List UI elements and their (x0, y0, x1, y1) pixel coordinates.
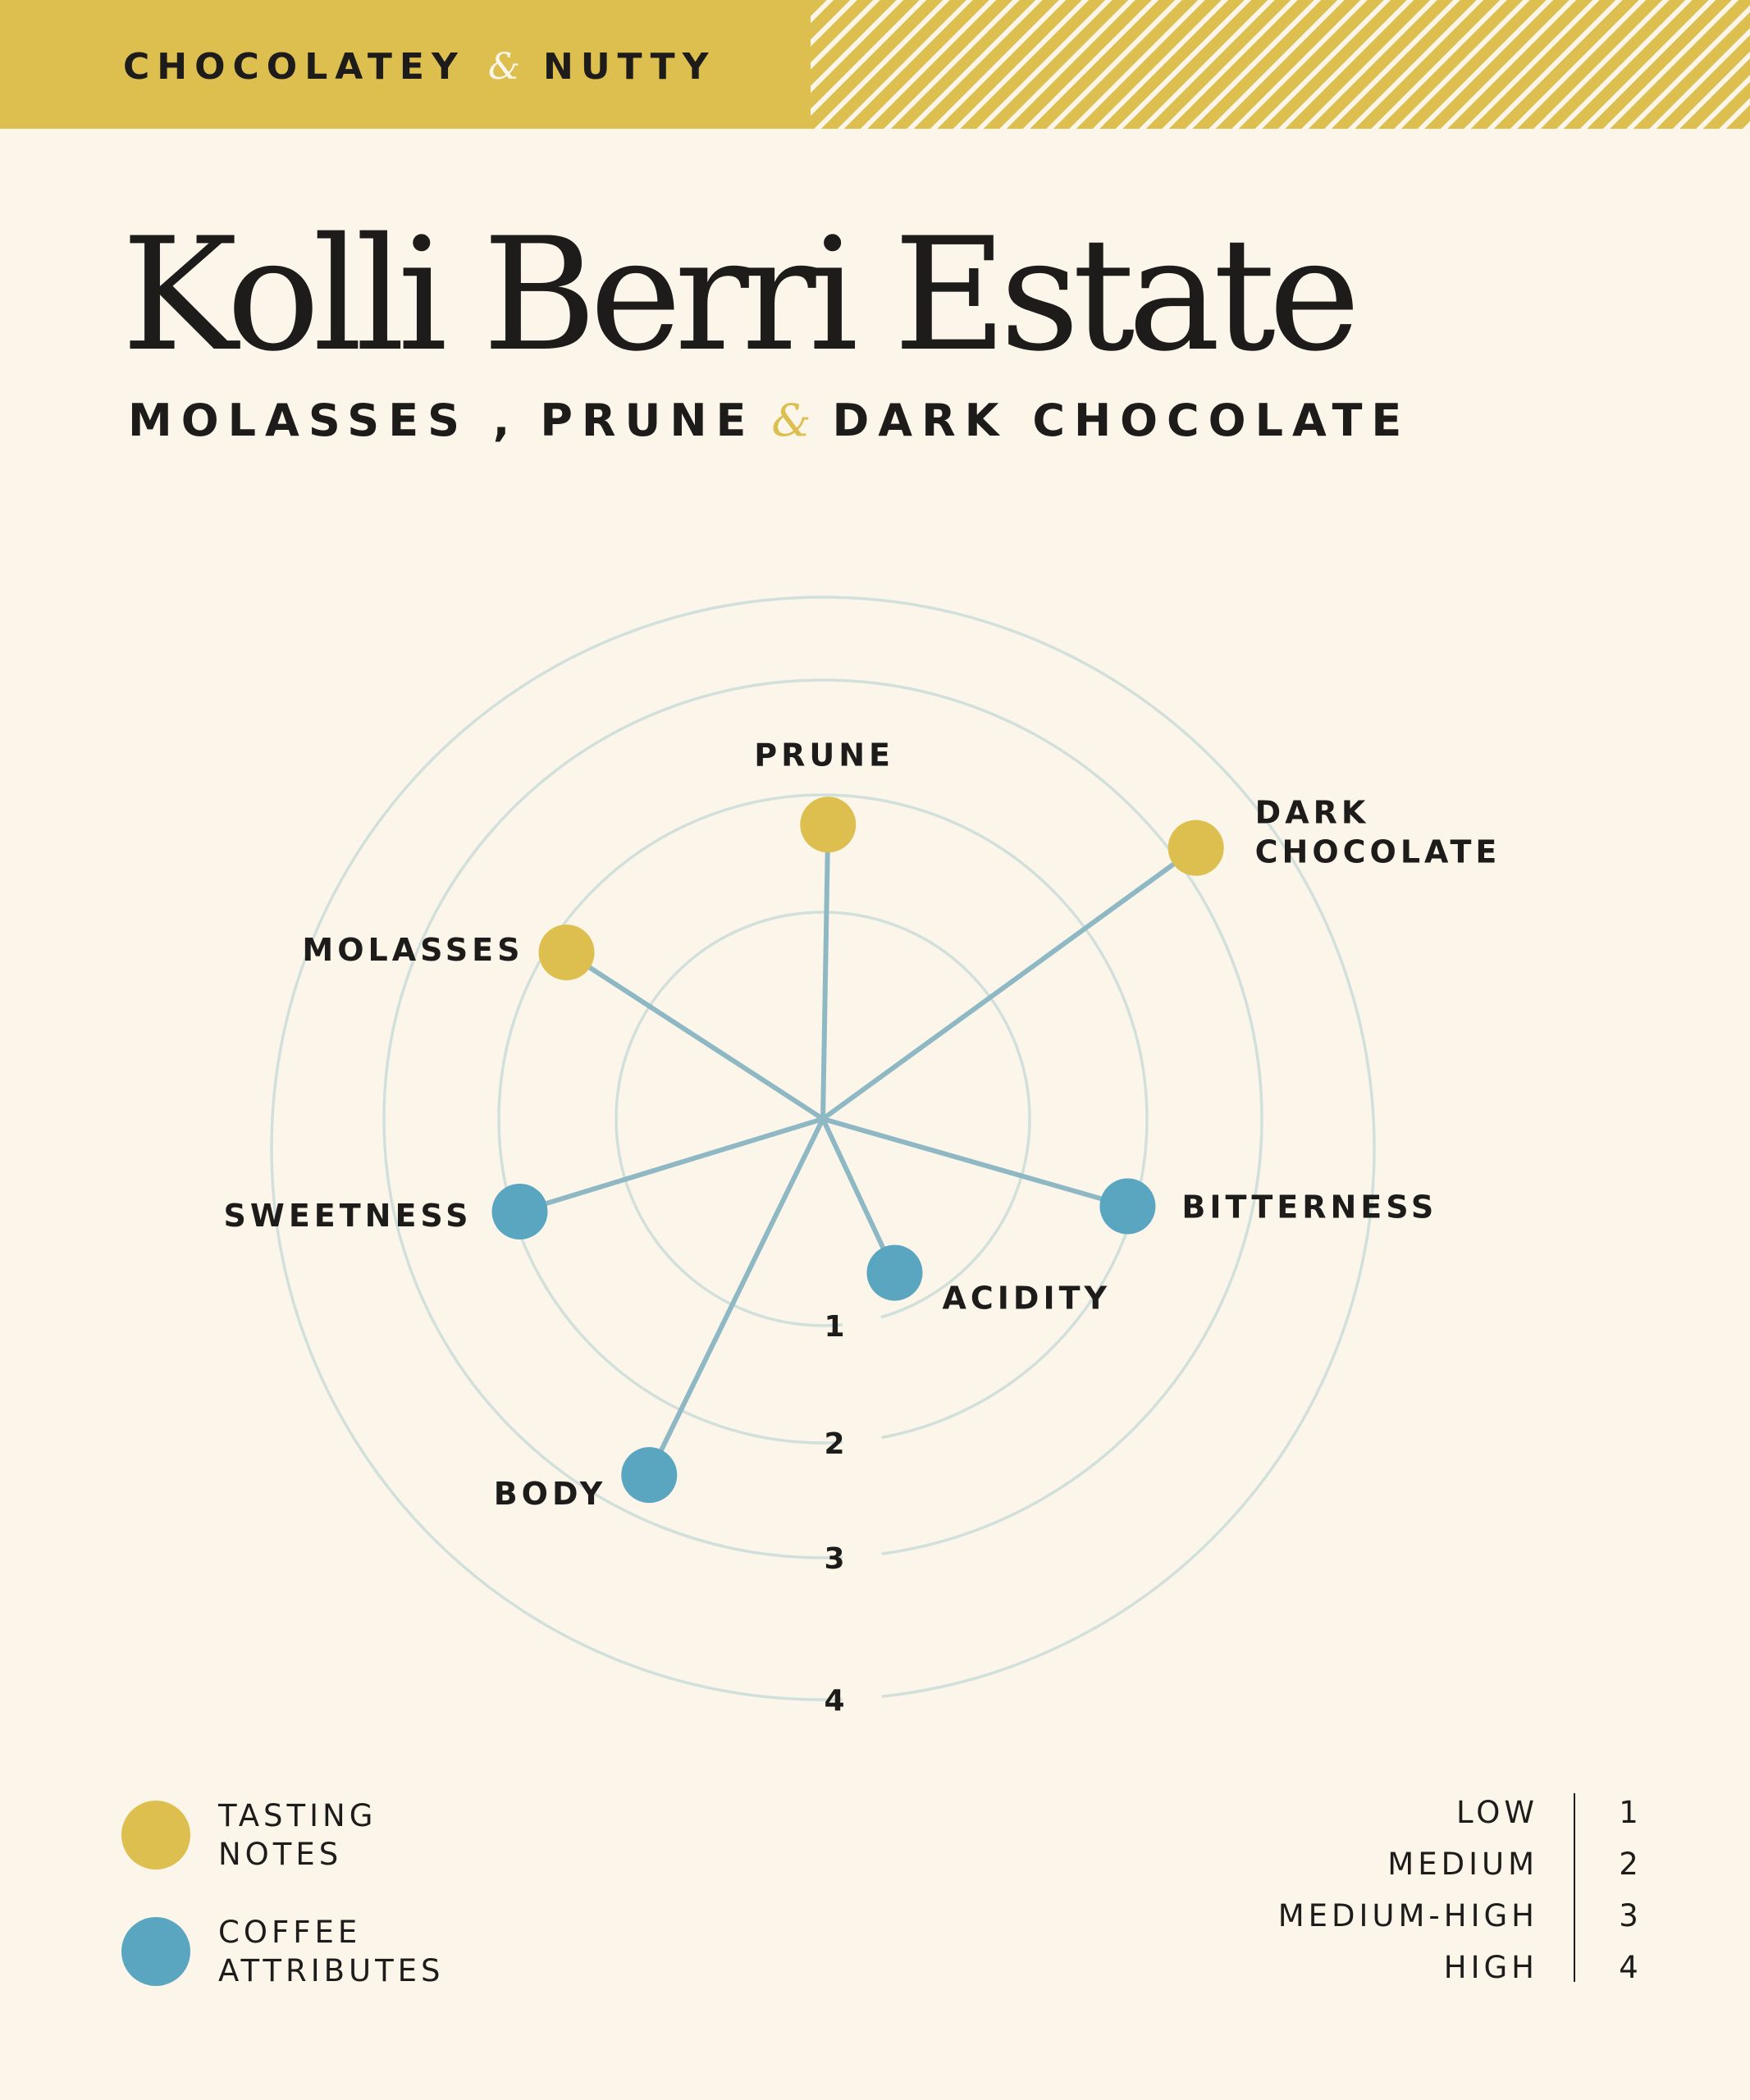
header-stripe-pattern (811, 0, 1750, 129)
spoke-acidity (820, 1116, 898, 1276)
tasting-notes-subtitle: MOLASSES , PRUNE & DARK CHOCOLATE (128, 392, 1410, 450)
point-acidity (866, 1244, 923, 1301)
scale-name-low: LOW (1455, 1795, 1538, 1830)
subtitle-ampersand: & (771, 395, 811, 446)
ring-label-1: 1 (824, 1310, 844, 1344)
scale-name-medium-high: MEDIUM-HIGH (1277, 1898, 1538, 1933)
spoke-dark-chocolate (820, 845, 1199, 1121)
scale-value-medium: 2 (1619, 1847, 1638, 1882)
scale-name-high: HIGH (1443, 1950, 1538, 1985)
category-part1: CHOCOLATEY (123, 46, 465, 88)
radar-ring-3 (382, 678, 1263, 1559)
legend-coffee-attributes: COFFEE ATTRIBUTES (121, 1913, 489, 1990)
subtitle-note-1: MOLASSES (128, 395, 468, 446)
scale-name-medium: MEDIUM (1387, 1847, 1538, 1882)
axis-label-prune: PRUNE (754, 737, 894, 773)
point-molasses (538, 924, 595, 981)
radar-ring-1 (615, 911, 1031, 1327)
subtitle-note-2: PRUNE (540, 395, 756, 446)
axis-label-molasses: MOLASSES (302, 932, 523, 968)
axis-label-dark-chocolate: DARK CHOCOLATE (1255, 795, 1501, 870)
axis-label-sweetness: SWEETNESS (224, 1198, 473, 1234)
spoke-sweetness (517, 1116, 825, 1214)
radar-ring-4 (270, 596, 1376, 1701)
legend-coffee-attributes-line2: ATTRIBUTES (218, 1953, 445, 1988)
scale-value-low: 1 (1619, 1795, 1638, 1830)
point-sweetness (491, 1183, 548, 1239)
spoke-bitterness (820, 1116, 1131, 1209)
category-heading: CHOCOLATEY & NUTTY (123, 43, 715, 92)
point-bitterness (1099, 1178, 1156, 1235)
legend-tasting-notes-label: TASTING NOTES (218, 1796, 489, 1874)
spoke-molasses (564, 950, 825, 1121)
point-prune (800, 797, 857, 853)
axis-label-acidity: ACIDITY (942, 1281, 1111, 1317)
legend-tasting-notes-line1: TASTING (218, 1798, 377, 1833)
axis-label-body: BODY (494, 1476, 607, 1512)
point-dark-chocolate (1167, 819, 1224, 876)
category-part2: NUTTY (543, 46, 716, 88)
axis-label-bitterness: BITTERNESS (1181, 1189, 1437, 1226)
spoke-prune (820, 822, 831, 1121)
subtitle-comma: , (492, 395, 519, 446)
point-body (621, 1447, 678, 1504)
spoke-body (647, 1116, 825, 1478)
legend-tasting-notes-line2: NOTES (218, 1837, 343, 1872)
ring-label-2: 2 (824, 1427, 844, 1461)
category-ampersand: & (487, 46, 520, 88)
ring-label-4: 4 (824, 1684, 844, 1718)
scale-divider (1574, 1793, 1575, 1982)
legend-coffee-attributes-line1: COFFEE (218, 1915, 362, 1950)
subtitle-note-3: DARK CHOCOLATE (832, 395, 1411, 446)
ring-label-3: 3 (824, 1542, 844, 1576)
legend-coffee-attributes-dot (121, 1917, 190, 1986)
scale-value-high: 4 (1619, 1950, 1638, 1985)
scale-value-medium-high: 3 (1619, 1898, 1638, 1933)
page-title: Kolli Berri Estate (121, 204, 1360, 386)
legend-tasting-notes-dot (121, 1801, 190, 1869)
legend-coffee-attributes-label: COFFEE ATTRIBUTES (218, 1913, 489, 1990)
legend-tasting-notes: TASTING NOTES (121, 1796, 489, 1874)
radar-ring-2 (497, 793, 1149, 1445)
